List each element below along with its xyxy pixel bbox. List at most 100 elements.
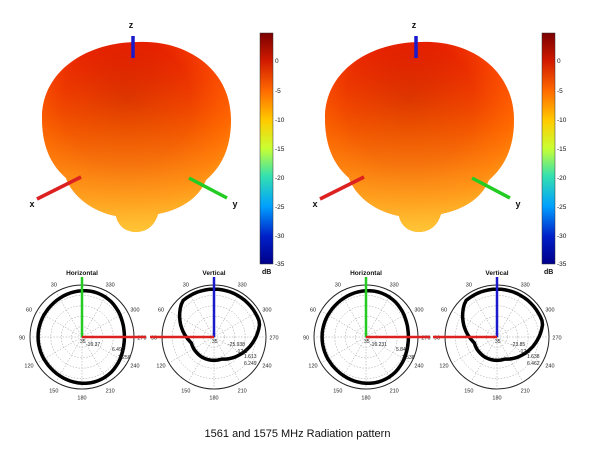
- polar-angle-label: 180: [492, 396, 501, 402]
- polar-angle-label: 120: [439, 364, 448, 370]
- polar-angle-label: 60: [310, 307, 316, 313]
- polar-angle-label: 120: [24, 364, 33, 370]
- polar-angle-label: 300: [130, 307, 139, 313]
- polar-grid-spoke: [470, 291, 498, 338]
- pattern-3d-surface-shading: [42, 41, 231, 232]
- polar-radial-label: -12.1: [519, 349, 531, 355]
- colorbar-tick-label: 0: [557, 58, 561, 65]
- polar-radial-label: 35: [364, 339, 370, 345]
- x-axis-label: x: [312, 199, 317, 209]
- polar-grid-spoke: [496, 291, 524, 338]
- polar-angle-label: 300: [545, 307, 554, 313]
- colorbar-tick-label: -35: [557, 261, 567, 268]
- polar-grid-spoke: [213, 291, 241, 338]
- polar-angle-label: 330: [390, 283, 399, 289]
- colorbar-tick-label: 0: [275, 58, 279, 65]
- polar-radial-label: 2.256: [118, 355, 131, 361]
- polar-angle-label: 210: [238, 388, 247, 394]
- polar-radial-label: 5.847: [396, 347, 409, 353]
- polar-angle-label: 330: [238, 283, 247, 289]
- polar-angle-label: 60: [441, 307, 447, 313]
- polar-angle-label: 270: [552, 336, 561, 342]
- polar-angle-label: 60: [158, 307, 164, 313]
- colorbar-unit-label: dB: [262, 269, 271, 276]
- polar-radial-label: 35: [495, 339, 501, 345]
- polar-radial-label: 6.249: [244, 361, 257, 367]
- polar-angle-label: 330: [521, 283, 530, 289]
- polar-plot-horizontal-2: 30 330 60 300 90 270 120 240 150 210 180 Horizontal…: [303, 270, 431, 402]
- polar-angle-label: 120: [308, 364, 317, 370]
- polar-pattern-curve: [320, 288, 411, 386]
- polar-radial-label: 6.462: [527, 361, 540, 367]
- colorbar-tick-label: -10: [275, 117, 285, 124]
- y-axis-label: y: [232, 199, 237, 209]
- polar-angle-label: 210: [390, 388, 399, 394]
- polar-angle-label: 240: [414, 364, 423, 370]
- polar-pattern-curve: [177, 287, 262, 363]
- colorbar-tick-label: -15: [557, 146, 567, 153]
- polar-angle-label: 90: [303, 336, 309, 342]
- colorbar-1: 0 -5 -10 -15 -20 -25 -30 -35 dB: [259, 32, 285, 276]
- polar-grid-spoke: [213, 336, 241, 383]
- polar-grid-spoke: [451, 310, 498, 338]
- polar-radial-label: -16.231: [370, 342, 387, 348]
- colorbar-tick-label: -35: [275, 261, 285, 268]
- polar-angle-label: 270: [137, 336, 146, 342]
- polar-radial-label: 2.538: [402, 355, 415, 361]
- z-axis-label: z: [129, 20, 134, 30]
- polar-radial-label: 1.638: [527, 354, 540, 360]
- polar-angle-label: 300: [262, 307, 271, 313]
- polar-angle-label: 90: [19, 336, 25, 342]
- pattern-3d-panel-1: [36, 36, 231, 232]
- polar-pattern-curve: [460, 287, 545, 363]
- polar-angle-label: 60: [26, 307, 32, 313]
- polar-angle-label: 270: [421, 336, 430, 342]
- x-axis-line: [319, 175, 365, 201]
- colorbar-tick-label: -30: [557, 233, 567, 240]
- polar-plot-title: Horizontal: [66, 270, 98, 277]
- polar-angle-label: 240: [262, 364, 271, 370]
- pattern-3d-panel-2: [319, 36, 514, 232]
- polar-grid-spoke: [365, 291, 393, 338]
- polar-radial-label: -25.938: [228, 342, 245, 348]
- polar-angle-label: 120: [156, 364, 165, 370]
- polar-angle-label: 180: [77, 396, 86, 402]
- polar-angle-label: 90: [151, 336, 157, 342]
- polar-angle-label: 150: [49, 388, 58, 394]
- colorbar-tick-label: -25: [275, 204, 285, 211]
- x-axis-label: x: [29, 199, 34, 209]
- colorbar-gradient: [259, 32, 274, 265]
- polar-radial-label: 35: [80, 339, 86, 345]
- colorbar-tick-label: -10: [557, 117, 567, 124]
- polar-angle-label: 180: [209, 396, 218, 402]
- colorbar-tick-label: -20: [557, 175, 567, 182]
- polar-radial-label: -16.37: [86, 342, 100, 348]
- z-axis-label: z: [412, 20, 417, 30]
- y-axis-line: [471, 176, 511, 200]
- polar-angle-label: 210: [521, 388, 530, 394]
- polar-angle-label: 270: [269, 336, 278, 342]
- polar-angle-label: 300: [414, 307, 423, 313]
- colorbar-gradient: [541, 32, 556, 265]
- polar-radial-label: -23.85: [511, 342, 525, 348]
- polar-radial-label: 1.613: [244, 354, 257, 360]
- polar-plot-title: Vertical: [485, 270, 508, 277]
- polar-radial-label: 6.493: [112, 347, 125, 353]
- polar-angle-label: 150: [333, 388, 342, 394]
- colorbar-tick-label: -30: [275, 233, 285, 240]
- polar-grid-spoke: [168, 310, 215, 338]
- polar-radial-label: -12.3: [236, 349, 248, 355]
- polar-grid-spoke: [81, 336, 109, 383]
- colorbar-tick-label: -15: [275, 146, 285, 153]
- polar-grid-spoke: [168, 336, 215, 364]
- polar-grid-spoke: [451, 336, 498, 364]
- polar-plot-title: Horizontal: [350, 270, 382, 277]
- colorbar-tick-label: -5: [275, 88, 281, 95]
- colorbar-2: 0 -5 -10 -15 -20 -25 -30 -35 dB: [541, 32, 567, 276]
- polar-angle-label: 240: [130, 364, 139, 370]
- polar-grid-spoke: [470, 336, 498, 383]
- polar-angle-label: 150: [181, 388, 190, 394]
- polar-radial-label: 35: [212, 339, 218, 345]
